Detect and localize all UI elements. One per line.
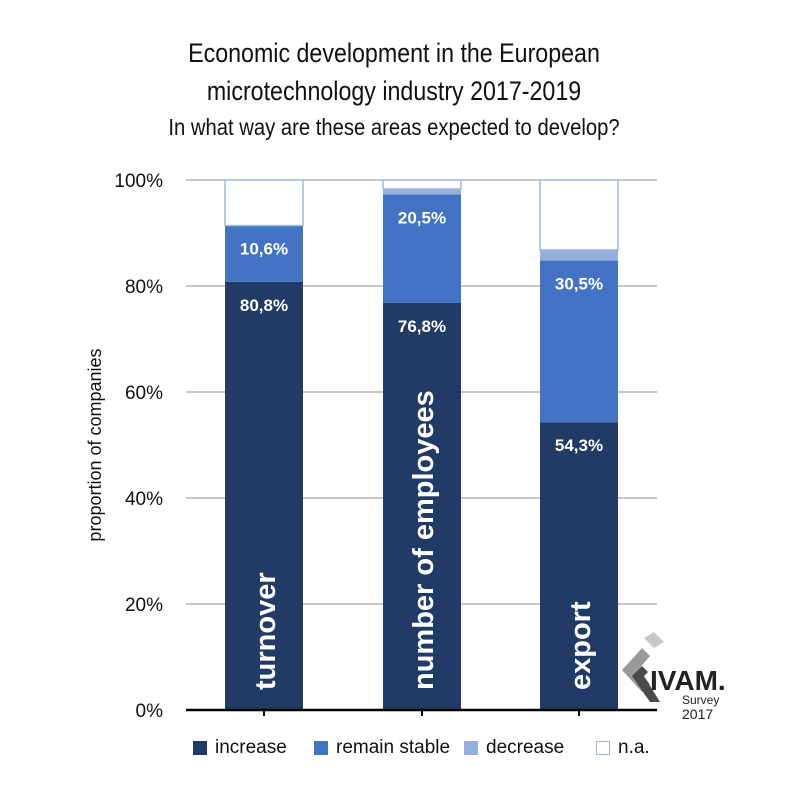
y-tick-label: 80% bbox=[125, 277, 163, 298]
category-label: number of employees bbox=[408, 390, 440, 690]
data-label: 76,8% bbox=[398, 317, 446, 336]
y-axis-label: proportion of companies bbox=[85, 348, 105, 541]
bar-segment-increase bbox=[540, 422, 618, 710]
logo-survey-text: Survey bbox=[682, 693, 719, 707]
y-tick-label: 100% bbox=[114, 171, 163, 192]
ivam-survey-logo: IVAM. Survey 2017 bbox=[622, 632, 726, 722]
legend-label-na: n.a. bbox=[618, 737, 650, 758]
legend-item-decrease: decrease bbox=[464, 737, 564, 759]
bar-segment-n-a- bbox=[382, 179, 462, 190]
data-label: 54,3% bbox=[555, 436, 603, 455]
logo-year-text: 2017 bbox=[682, 706, 713, 722]
logo-chevron-dark-icon bbox=[632, 666, 660, 702]
logo-brand-text: IVAM. bbox=[650, 665, 726, 696]
y-tick-label: 0% bbox=[136, 701, 164, 722]
stacked-bar-chart: 0% 20% 40% 60% 80% 100% proportion of companie… bbox=[85, 171, 657, 722]
legend-item-na: n.a. bbox=[596, 737, 650, 759]
y-tick-label: 20% bbox=[125, 595, 163, 616]
bar-segment-remain-stable bbox=[225, 225, 303, 282]
y-tick-label: 40% bbox=[125, 489, 163, 510]
data-label: 20,5% bbox=[398, 208, 446, 227]
legend-swatch-decrease bbox=[464, 741, 478, 755]
legend-swatch-remain-stable bbox=[314, 741, 328, 755]
chart-subtitle: In what way are these areas expected to … bbox=[168, 114, 620, 140]
legend-swatch-increase bbox=[193, 741, 207, 755]
data-label: 80,8% bbox=[240, 296, 288, 315]
bar-segment-remain-stable bbox=[540, 260, 618, 423]
legend-label-increase: increase bbox=[215, 737, 287, 758]
logo-diamond-icon bbox=[644, 632, 664, 648]
chart-legend: increase remain stable decrease n.a. bbox=[0, 737, 788, 767]
chart-title-line1: Economic development in the European bbox=[188, 38, 600, 68]
legend-swatch-na bbox=[596, 741, 610, 755]
bar-segment-increase bbox=[383, 302, 461, 710]
bar-segment-decrease bbox=[540, 249, 618, 261]
bar-segment-remain-stable bbox=[383, 194, 461, 303]
legend-item-remain-stable: remain stable bbox=[314, 737, 450, 759]
data-label: 30,5% bbox=[555, 275, 603, 294]
category-label: turnover bbox=[250, 572, 282, 690]
legend-label-decrease: decrease bbox=[486, 737, 565, 758]
bar-segment-increase bbox=[225, 281, 303, 710]
data-label: 10,6% bbox=[240, 240, 288, 259]
y-tick-label: 60% bbox=[125, 383, 163, 404]
legend-item-increase: increase bbox=[193, 737, 287, 759]
bar-segment-n-a- bbox=[539, 179, 619, 251]
legend-label-remain-stable: remain stable bbox=[336, 737, 451, 758]
chart-title-line2: microtechnology industry 2017-2019 bbox=[206, 76, 582, 106]
bar-segment-decrease bbox=[383, 189, 461, 195]
bar-segment-n-a- bbox=[224, 179, 304, 227]
category-label: export bbox=[565, 601, 597, 690]
